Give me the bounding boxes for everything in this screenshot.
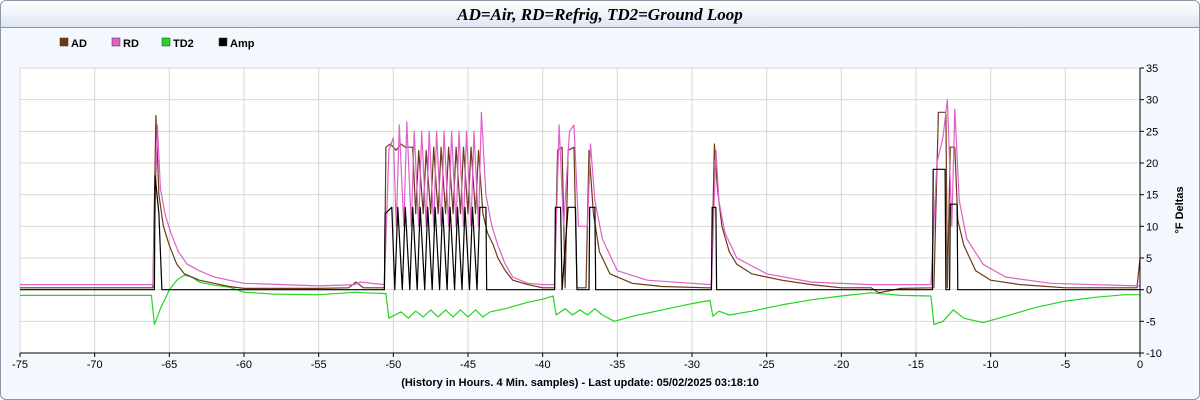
x-tick-label: -40 xyxy=(535,359,551,371)
legend-label-rd: RD xyxy=(123,38,139,50)
x-axis-label: (History in Hours. 4 Min. samples) - Las… xyxy=(401,377,759,389)
legend-swatch-td2 xyxy=(161,37,171,47)
x-tick-label: -5 xyxy=(1060,359,1070,371)
legend-label-ad: AD xyxy=(71,38,87,50)
x-tick-label: -50 xyxy=(385,359,401,371)
y-axis-label: °F Deltas xyxy=(1174,186,1186,233)
legend-label-td2: TD2 xyxy=(173,38,194,50)
x-tick-label: -75 xyxy=(12,359,28,371)
series-line-td2 xyxy=(20,274,1140,326)
series-layer xyxy=(20,99,1141,326)
y-tick-label: 0 xyxy=(1146,285,1152,297)
legend: AD RD TD2 Amp xyxy=(59,37,255,50)
x-tick-label: -10 xyxy=(983,359,999,371)
legend-swatch-rd xyxy=(111,37,121,47)
y-tick-label: -10 xyxy=(1146,348,1162,360)
axes xyxy=(19,67,1144,357)
chart-title: AD=Air, RD=Refrig, TD2=Ground Loop xyxy=(457,5,743,24)
x-tick-label: -65 xyxy=(161,359,177,371)
y-tick-label: -5 xyxy=(1146,316,1156,328)
y-tick-label: 20 xyxy=(1146,158,1158,170)
legend-swatch-ad xyxy=(59,37,69,47)
x-tick-label: 0 xyxy=(1137,359,1143,371)
series-line-ad xyxy=(20,111,1141,294)
y-tick-label: 35 xyxy=(1146,63,1158,75)
legend-swatch-amp xyxy=(218,37,228,47)
y-tick-labels: 35 30 25 20 15 10 5 0 -5 -10 xyxy=(1146,63,1162,360)
y-tick-label: 10 xyxy=(1146,221,1158,233)
plot-area xyxy=(20,68,1140,353)
y-tick-label: 30 xyxy=(1146,95,1158,107)
x-tick-label: -70 xyxy=(87,359,103,371)
chart-titlebar: AD=Air, RD=Refrig, TD2=Ground Loop xyxy=(1,1,1199,28)
x-tick-label: -15 xyxy=(908,359,924,371)
x-tick-label: -45 xyxy=(460,359,476,371)
y-tick-label: 25 xyxy=(1146,126,1158,138)
x-tick-labels: -75 -70 -65 -60 -55 -50 -45 -40 -35 -30 -25 -20 -15-… xyxy=(12,359,1143,371)
series-line-rd xyxy=(20,99,1140,287)
series-line-amp xyxy=(20,168,1140,291)
y-tick-label: 15 xyxy=(1146,190,1158,202)
x-tick-label: -20 xyxy=(833,359,849,371)
y-tick-label: 5 xyxy=(1146,253,1152,265)
x-tick-label: -55 xyxy=(311,359,327,371)
x-tick-label: -25 xyxy=(759,359,775,371)
x-tick-label: -60 xyxy=(236,359,252,371)
x-tick-label: -30 xyxy=(684,359,700,371)
legend-label-amp: Amp xyxy=(230,38,255,50)
x-tick-label: -35 xyxy=(609,359,625,371)
